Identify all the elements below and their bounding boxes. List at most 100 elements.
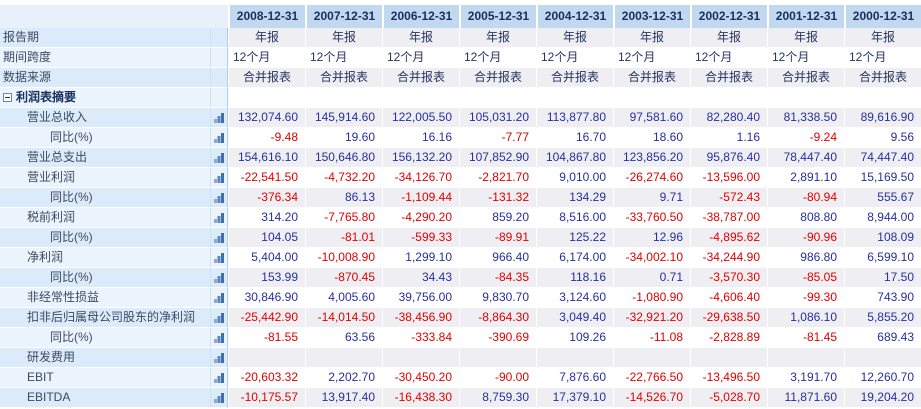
value-cell: 17.50 [844, 268, 921, 288]
column-header-date: 2006-12-31 [382, 5, 459, 28]
value-cell: -11.08 [613, 328, 690, 348]
value-cell: 0.71 [613, 268, 690, 288]
value-cell: -870.45 [305, 268, 382, 288]
bar-chart-icon[interactable] [213, 332, 225, 344]
value-cell: 合并报表 [305, 68, 382, 88]
column-header-date: 2001-12-31 [767, 5, 844, 28]
row-label: 同比(%) [50, 190, 93, 204]
row-icon-cell [210, 228, 228, 248]
value-cell: -14,526.70 [613, 388, 690, 408]
row-label-cell: EBITDA [0, 388, 210, 408]
row-icon-cell [210, 248, 228, 268]
value-cell: -4,290.20 [382, 208, 459, 228]
column-header-date: 2007-12-31 [305, 5, 382, 28]
value-cell: 314.20 [228, 208, 305, 228]
value-cell: -599.33 [382, 228, 459, 248]
value-cell: 年报 [844, 28, 921, 48]
row-icon-cell [210, 88, 228, 108]
bar-chart-icon[interactable] [213, 112, 225, 124]
value-cell: -29,638.50 [690, 308, 767, 328]
value-cell: 合并报表 [536, 68, 613, 88]
table-row-pretax-profit-yoy: 同比(%) 104.05 -81.01 -599.33 -89.91 125.22 12.9… [0, 228, 921, 248]
row-label: 营业总支出 [27, 150, 88, 164]
table-row-total-revenue: 营业总收入 132,074.60 145,914.60 122,005.50 105,0… [0, 108, 921, 128]
value-cell: -390.69 [459, 328, 536, 348]
value-cell: 2,891.10 [767, 168, 844, 188]
value-cell [459, 348, 536, 368]
value-cell: 年报 [536, 28, 613, 48]
column-header-date: 2003-12-31 [613, 5, 690, 28]
bar-chart-icon[interactable] [213, 232, 225, 244]
row-label: 非经常性损益 [27, 290, 100, 304]
row-label: 营业利润 [27, 170, 76, 184]
value-cell: -16,438.30 [382, 388, 459, 408]
row-label-cell: 研发费用 [0, 348, 210, 368]
value-cell [613, 88, 690, 108]
row-label-cell: 税前利润 [0, 208, 210, 228]
bar-chart-icon[interactable] [213, 372, 225, 384]
row-icon-cell [210, 28, 228, 48]
row-label: 期间跨度 [3, 50, 52, 64]
bar-chart-icon[interactable] [213, 272, 225, 284]
table-row-period-span: 期间跨度 12个月 12个月 12个月 12个月 12个月 12个月 12个月 12个月 12个月 [0, 48, 921, 68]
value-cell: 134.29 [536, 188, 613, 208]
value-cell [305, 348, 382, 368]
value-cell: 12个月 [690, 48, 767, 68]
value-cell [305, 88, 382, 108]
bar-chart-icon[interactable] [213, 252, 225, 264]
table-row-total-operating-costs: 营业总支出 154,616.10 150,646.80 156,132.20 107,8… [0, 148, 921, 168]
value-cell: 12个月 [305, 48, 382, 68]
value-cell: 109.26 [536, 328, 613, 348]
value-cell [382, 348, 459, 368]
row-label: 营业总收入 [27, 110, 88, 124]
value-cell [767, 348, 844, 368]
bar-chart-icon[interactable] [213, 292, 225, 304]
value-cell: -7.77 [459, 128, 536, 148]
value-cell: -572.43 [690, 188, 767, 208]
value-cell: 78,447.40 [767, 148, 844, 168]
row-label: 同比(%) [50, 330, 93, 344]
table-row-net-profit-after-non-recurring: 扣非后归属母公司股东的净利润 -25,442.90 -14,014.50 -38,45… [0, 308, 921, 328]
row-label: 净利润 [27, 250, 64, 264]
value-cell [382, 88, 459, 108]
row-icon-cell [210, 308, 228, 328]
value-cell: 9,830.70 [459, 288, 536, 308]
bar-chart-icon[interactable] [213, 192, 225, 204]
value-cell: 86.13 [305, 188, 382, 208]
value-cell: 7,876.60 [536, 368, 613, 388]
value-cell: -376.34 [228, 188, 305, 208]
row-icon-cell [210, 388, 228, 408]
bar-chart-icon[interactable] [213, 312, 225, 324]
row-label-cell: 数据来源 [0, 68, 210, 88]
value-cell: 8,516.00 [536, 208, 613, 228]
bar-chart-icon[interactable] [213, 152, 225, 164]
value-cell: 12个月 [459, 48, 536, 68]
row-icon-cell [210, 48, 228, 68]
bar-chart-icon[interactable] [213, 212, 225, 224]
row-label: 同比(%) [50, 130, 93, 144]
value-cell: 145,914.60 [305, 108, 382, 128]
row-icon-cell [210, 328, 228, 348]
bar-chart-icon[interactable] [213, 392, 225, 404]
row-label-cell: 营业总收入 [0, 108, 210, 128]
value-cell: 104.05 [228, 228, 305, 248]
value-cell: 156,132.20 [382, 148, 459, 168]
bar-chart-icon[interactable] [213, 172, 225, 184]
row-label-cell: 同比(%) [0, 228, 210, 248]
bar-chart-icon[interactable] [213, 352, 225, 364]
collapse-minus-icon[interactable] [3, 93, 12, 103]
value-cell: 19.60 [305, 128, 382, 148]
row-label: 扣非后归属母公司股东的净利润 [27, 310, 196, 324]
value-cell: 15,169.50 [844, 168, 921, 188]
value-cell: 合并报表 [228, 68, 305, 88]
value-cell: 年报 [382, 28, 459, 48]
bar-chart-icon[interactable] [213, 132, 225, 144]
row-label: 报告期 [3, 30, 40, 44]
value-cell: 年报 [459, 28, 536, 48]
value-cell: -22,766.50 [613, 368, 690, 388]
column-header-date: 2002-12-31 [690, 5, 767, 28]
value-cell: 859.20 [459, 208, 536, 228]
value-cell: 104,867.80 [536, 148, 613, 168]
row-label-cell: 报告期 [0, 28, 210, 48]
